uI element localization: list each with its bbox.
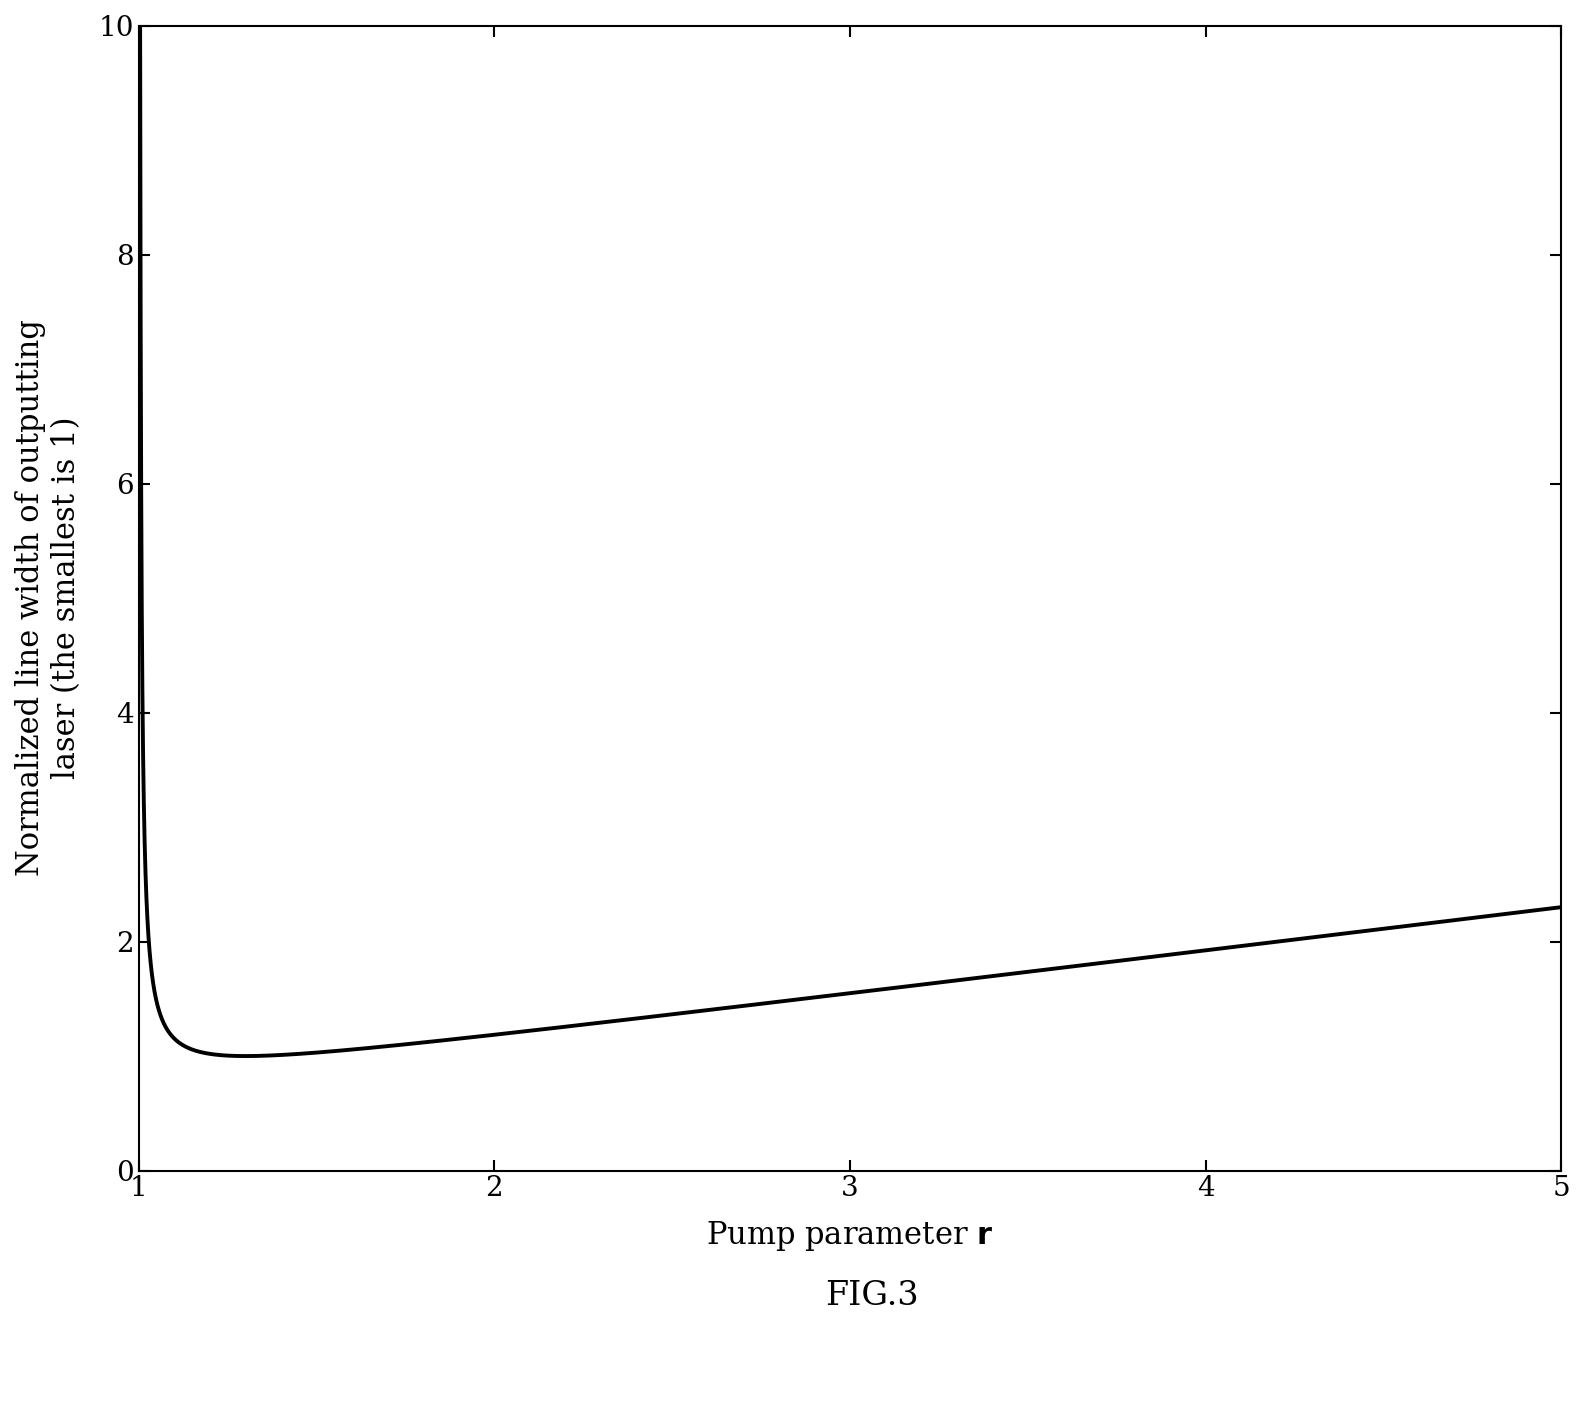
Y-axis label: Normalized line width of outputting
laser (the smallest is 1): Normalized line width of outputting lase… xyxy=(14,320,82,876)
Text: FIG.3: FIG.3 xyxy=(824,1281,919,1312)
X-axis label: Pump parameter $\mathbf{r}$: Pump parameter $\mathbf{r}$ xyxy=(707,1219,994,1253)
